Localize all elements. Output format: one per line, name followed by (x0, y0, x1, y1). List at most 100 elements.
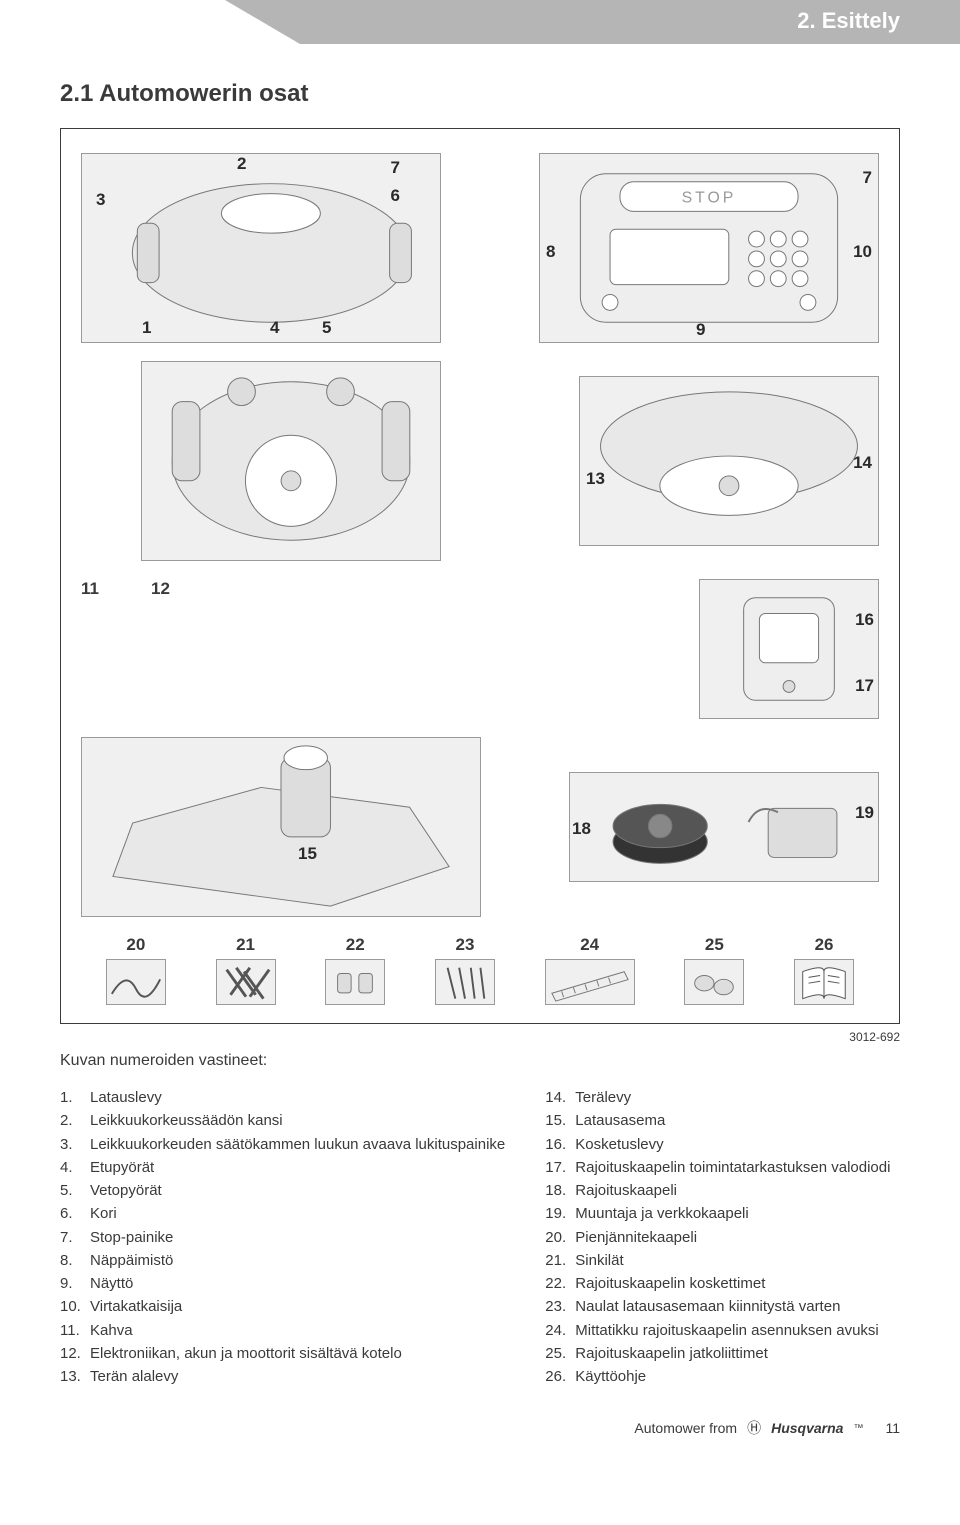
header-title: 2. Esittely (797, 8, 900, 34)
callout-16: 16 (855, 610, 874, 630)
callout-2: 2 (237, 154, 246, 174)
diagram-charging-station: 15 (81, 737, 481, 917)
diagram-contact-plate: 16 17 (699, 579, 879, 719)
parts-list-item: 9.Näyttö (60, 1272, 505, 1295)
list-item-text: Naulat latausasemaan kiinnitystä varten (575, 1295, 840, 1318)
callout-26: 26 (815, 935, 834, 955)
list-item-text: Pienjännitekaapeli (575, 1226, 697, 1249)
parts-list-item: 17.Rajoituskaapelin toimintatarkastuksen… (545, 1156, 890, 1179)
shape-splice (684, 959, 744, 1005)
diagram-control-panel: STOP 7 8 9 10 (539, 153, 879, 343)
list-item-text: Terälevy (575, 1086, 631, 1109)
callout-12: 12 (151, 579, 170, 598)
list-item-text: Elektroniikan, akun ja moottorit sisältä… (90, 1342, 402, 1365)
parts-list-item: 21.Sinkilät (545, 1249, 890, 1272)
list-item-number: 14. (545, 1086, 575, 1109)
parts-list-right: 14.Terälevy15.Latausasema16.Kosketuslevy… (545, 1086, 890, 1388)
list-item-number: 24. (545, 1319, 575, 1342)
shape-ruler (545, 959, 635, 1005)
shape-nails (435, 959, 495, 1005)
callout-15: 15 (298, 844, 317, 864)
list-item-number: 15. (545, 1109, 575, 1132)
list-item-number: 22. (545, 1272, 575, 1295)
callout-17: 17 (855, 676, 874, 696)
svg-text:STOP: STOP (682, 189, 737, 206)
list-item-text: Rajoituskaapelin koskettimet (575, 1272, 765, 1295)
footer-brand: Husqvarna (771, 1420, 843, 1436)
list-item-number: 18. (545, 1179, 575, 1202)
list-item-number: 17. (545, 1156, 575, 1179)
list-item-text: Rajoituskaapelin toimintatarkastuksen va… (575, 1156, 890, 1179)
parts-list-item: 10.Virtakatkaisija (60, 1295, 505, 1318)
parts-list-item: 20.Pienjännitekaapeli (545, 1226, 890, 1249)
figure-code: 3012-692 (60, 1030, 900, 1044)
list-item-number: 4. (60, 1156, 90, 1179)
list-item-number: 21. (545, 1249, 575, 1272)
callout-3: 3 (96, 190, 105, 210)
parts-list-item: 24.Mittatikku rajoituskaapelin asennukse… (545, 1319, 890, 1342)
parts-list-item: 13.Terän alalevy (60, 1365, 505, 1388)
list-item-text: Leikkuukorkeuden säätökammen luukun avaa… (90, 1133, 505, 1156)
parts-list-left: 1.Latauslevy2.Leikkuukorkeussäädön kansi… (60, 1086, 505, 1388)
shape-connectors (325, 959, 385, 1005)
parts-list-item: 4.Etupyörät (60, 1156, 505, 1179)
footer-prefix: Automower from (634, 1420, 737, 1436)
list-item-text: Vetopyörät (90, 1179, 162, 1202)
parts-list-item: 1.Latauslevy (60, 1086, 505, 1109)
list-item-number: 6. (60, 1202, 90, 1225)
shape-cable (106, 959, 166, 1005)
diagram-underside (141, 361, 441, 561)
page-number: 11 (885, 1420, 900, 1436)
shape-manual (794, 959, 854, 1005)
page-footer: Automower from Ⓗ Husqvarna™ 11 (60, 1418, 900, 1438)
list-item-number: 13. (60, 1365, 90, 1388)
parts-list-item: 22.Rajoituskaapelin koskettimet (545, 1272, 890, 1295)
list-item-number: 8. (60, 1249, 90, 1272)
callout-11: 11 (81, 579, 99, 598)
parts-list-item: 16.Kosketuslevy (545, 1133, 890, 1156)
parts-list-item: 11.Kahva (60, 1319, 505, 1342)
callout-6: 6 (391, 186, 400, 206)
list-item-text: Etupyörät (90, 1156, 154, 1179)
callout-14: 14 (853, 453, 872, 473)
parts-list-item: 19.Muuntaja ja verkkokaapeli (545, 1202, 890, 1225)
callout-24: 24 (580, 935, 599, 955)
shape-staples (216, 959, 276, 1005)
list-item-text: Sinkilät (575, 1249, 623, 1272)
bottom-parts-row: 20 21 22 23 24 25 26 (81, 935, 879, 1005)
list-item-text: Rajoituskaapelin jatkoliittimet (575, 1342, 768, 1365)
callout-22: 22 (346, 935, 365, 955)
list-item-text: Leikkuukorkeussäädön kansi (90, 1109, 283, 1132)
callout-13: 13 (586, 469, 605, 489)
callout-21: 21 (236, 935, 255, 955)
callout-8: 8 (546, 242, 555, 262)
list-item-number: 26. (545, 1365, 575, 1388)
list-item-number: 3. (60, 1133, 90, 1156)
list-item-text: Käyttöohje (575, 1365, 646, 1388)
list-item-text: Stop-painike (90, 1226, 173, 1249)
parts-list-item: 3.Leikkuukorkeuden säätökammen luukun av… (60, 1133, 505, 1156)
parts-list-item: 7.Stop-painike (60, 1226, 505, 1249)
list-item-number: 7. (60, 1226, 90, 1249)
list-item-text: Latauslevy (90, 1086, 162, 1109)
parts-list-item: 25.Rajoituskaapelin jatkoliittimet (545, 1342, 890, 1365)
list-item-number: 19. (545, 1202, 575, 1225)
list-item-text: Kahva (90, 1319, 133, 1342)
list-item-text: Terän alalevy (90, 1365, 178, 1388)
callout-5: 5 (322, 318, 331, 338)
parts-list-item: 23.Naulat latausasemaan kiinnitystä vart… (545, 1295, 890, 1318)
list-item-text: Latausasema (575, 1109, 665, 1132)
list-item-number: 11. (60, 1319, 90, 1342)
callout-4: 4 (270, 318, 279, 338)
brand-glyph-icon: Ⓗ (747, 1418, 761, 1438)
callout-18: 18 (572, 819, 591, 839)
callout-10: 10 (853, 242, 872, 262)
callout-19: 19 (855, 803, 874, 823)
list-item-number: 12. (60, 1342, 90, 1365)
parts-list-item: 5.Vetopyörät (60, 1179, 505, 1202)
list-item-number: 9. (60, 1272, 90, 1295)
list-item-text: Muuntaja ja verkkokaapeli (575, 1202, 748, 1225)
list-item-text: Kosketuslevy (575, 1133, 663, 1156)
callout-25: 25 (705, 935, 724, 955)
diagram-cable-transformer: 18 19 (569, 772, 879, 882)
